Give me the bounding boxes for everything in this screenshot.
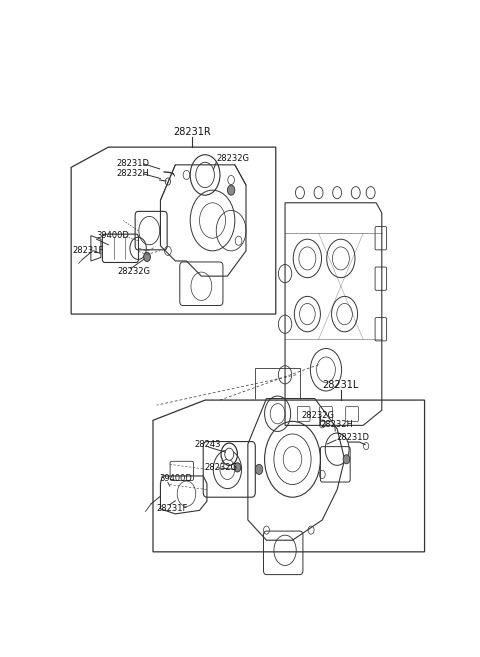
Circle shape <box>255 464 263 474</box>
Text: 28232H: 28232H <box>117 170 149 179</box>
Text: 28231D: 28231D <box>336 432 369 442</box>
Text: 28232H: 28232H <box>321 420 353 430</box>
Text: 39400D: 39400D <box>96 231 129 240</box>
Text: 28232G: 28232G <box>118 267 151 275</box>
Circle shape <box>234 463 241 472</box>
Circle shape <box>343 455 350 464</box>
Circle shape <box>144 252 150 261</box>
Text: 28231F: 28231F <box>72 246 104 256</box>
Text: 28231L: 28231L <box>323 380 359 390</box>
Text: 28232G: 28232G <box>301 411 334 420</box>
Circle shape <box>225 448 234 461</box>
Text: 28232G: 28232G <box>204 463 237 472</box>
Text: 28231F: 28231F <box>156 505 187 513</box>
Text: 28231D: 28231D <box>117 160 150 168</box>
Text: 28243: 28243 <box>195 440 221 449</box>
Text: 39400D: 39400D <box>160 474 192 483</box>
Text: 28232G: 28232G <box>216 154 249 163</box>
Text: 28231R: 28231R <box>173 127 211 137</box>
Circle shape <box>228 185 235 195</box>
